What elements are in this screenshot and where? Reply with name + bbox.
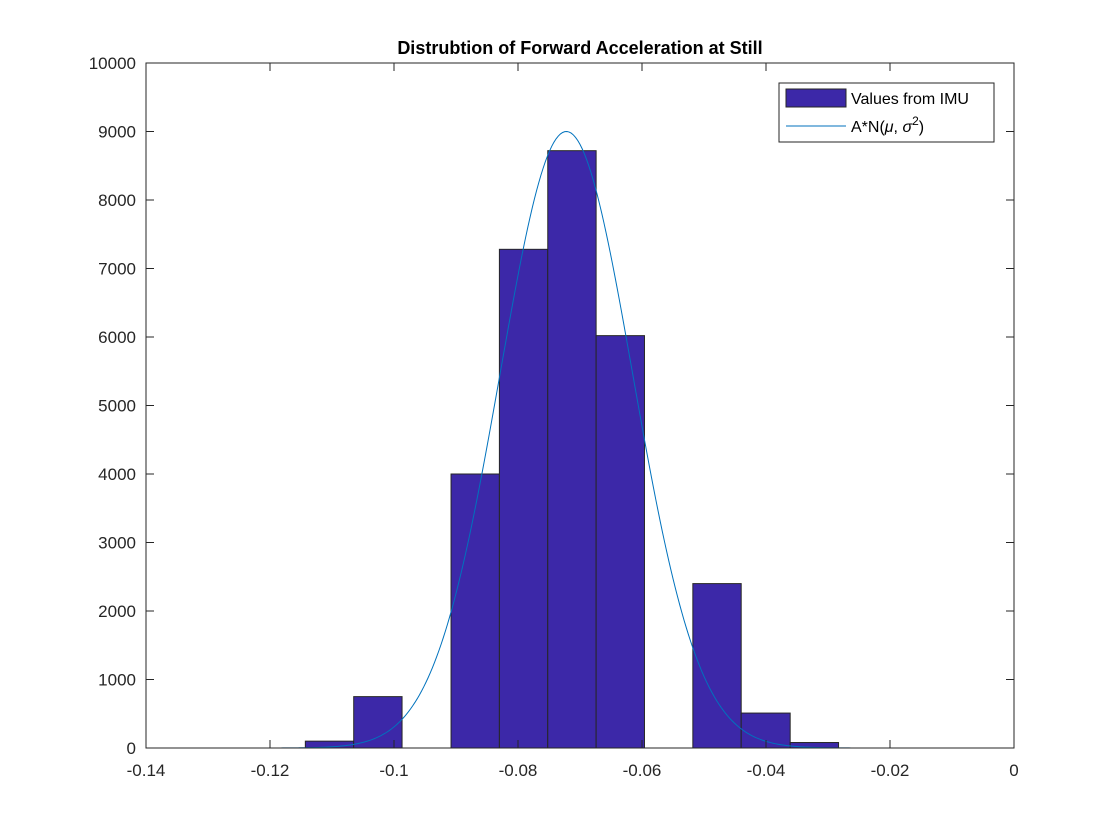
legend: Values from IMU A*N(μ, σ2)	[778, 82, 995, 143]
legend-label-curve: A*N(μ, σ2)	[851, 114, 924, 136]
legend-swatch-bars	[785, 88, 847, 108]
x-tick-label-2: -0.1	[379, 761, 408, 780]
x-tick-label-5: -0.04	[747, 761, 786, 780]
histogram-bar-1	[353, 696, 403, 749]
y-tick-label-8: 8000	[98, 191, 136, 210]
histogram-bar-6	[595, 335, 645, 749]
y-tick-label-9: 9000	[98, 123, 136, 142]
x-tick-label-0: -0.14	[127, 761, 166, 780]
y-tick-label-5: 5000	[98, 397, 136, 416]
y-tick-label-10: 10000	[89, 54, 136, 73]
x-tick-label-7: 0	[1009, 761, 1018, 780]
y-tick-label-2: 2000	[98, 602, 136, 621]
y-tick-label-3: 3000	[98, 534, 136, 553]
y-tick-label-4: 4000	[98, 465, 136, 484]
x-tick-label-3: -0.08	[499, 761, 538, 780]
x-tick-label-1: -0.12	[251, 761, 290, 780]
histogram-bar-8	[692, 583, 742, 749]
y-tick-label-0: 0	[127, 739, 136, 758]
chart-title: Distrubtion of Forward Acceleration at S…	[397, 38, 762, 58]
x-tick-label-4: -0.06	[623, 761, 662, 780]
ticks-layer: -0.14 -0.12 -0.1 -0.08 -0.06 -0.04 -0.02 0 0 1000…	[89, 54, 1019, 780]
histogram-bar-4	[498, 248, 549, 749]
x-tick-label-6: -0.02	[871, 761, 910, 780]
y-tick-label-6: 6000	[98, 328, 136, 347]
y-tick-label-7: 7000	[98, 260, 136, 279]
histogram-bar-5	[547, 150, 597, 749]
legend-label-bars: Values from IMU	[851, 91, 969, 108]
histogram-bar-3	[450, 473, 500, 749]
y-tick-label-1: 1000	[98, 671, 136, 690]
